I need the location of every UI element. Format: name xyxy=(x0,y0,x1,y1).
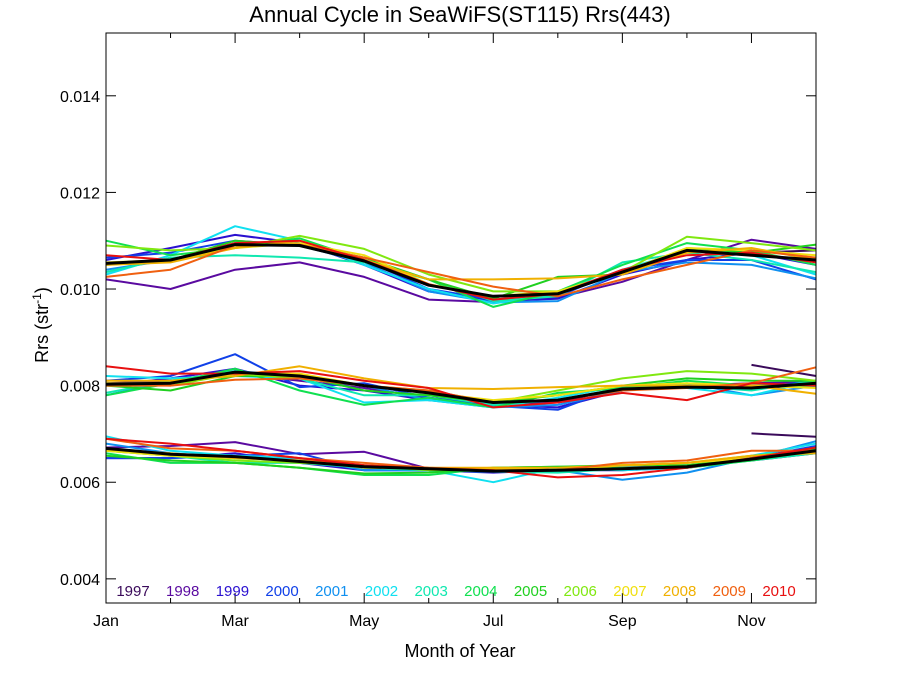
y-axis-label-superscript: -1 xyxy=(30,293,44,304)
legend-item-1997: 1997 xyxy=(116,583,149,600)
legend-item-2002: 2002 xyxy=(365,583,398,600)
y-tick-label: 0.014 xyxy=(60,89,100,106)
x-tick-label: Jul xyxy=(483,613,503,630)
mean-line-mean-2 xyxy=(105,446,817,473)
y-axis-label-main: Rrs (str xyxy=(32,304,52,363)
series-line-1997-2 xyxy=(751,432,817,438)
series-line-2004-1 xyxy=(105,367,816,409)
x-axis-label: Month of Year xyxy=(404,641,515,661)
series-1999 xyxy=(105,233,817,474)
legend-item-1999: 1999 xyxy=(216,583,249,600)
series-1998 xyxy=(105,238,817,472)
series-line-2009-0 xyxy=(105,243,817,298)
legend-item-2003: 2003 xyxy=(414,583,447,600)
legend-item-2004: 2004 xyxy=(464,583,497,600)
chart-title: Annual Cycle in SeaWiFS(ST115) Rrs(443) xyxy=(249,2,670,27)
legend-item-2007: 2007 xyxy=(613,583,646,600)
series-2006 xyxy=(105,234,817,472)
legend: 1997 1998 1999 2000 2001 2002 2003 2004 2005 2006… xyxy=(116,583,795,600)
legend-item-1998: 1998 xyxy=(166,583,199,600)
series-line-1997-1 xyxy=(751,363,817,377)
mean-line-mean-0 xyxy=(105,243,817,298)
x-tick-label: Nov xyxy=(737,613,765,630)
series-line-1998-0 xyxy=(105,238,817,304)
series-line-2008-1 xyxy=(106,365,817,395)
axis-ticks: 0.004 0.006 0.008 0.010 0.012 0.014 Jan Mar May J… xyxy=(60,33,817,630)
series-2009 xyxy=(105,243,817,472)
mean-line-mean-1 xyxy=(105,370,817,404)
x-tick-label: Jan xyxy=(93,613,119,630)
legend-item-2006: 2006 xyxy=(564,583,597,600)
plot-frame xyxy=(105,32,817,604)
y-tick-label: 0.012 xyxy=(60,185,100,202)
x-tick-label: Mar xyxy=(221,613,249,630)
y-tick-label: 0.004 xyxy=(60,572,100,589)
series-1997 xyxy=(751,249,817,438)
x-tick-label: Sep xyxy=(608,613,637,630)
series-2004 xyxy=(105,237,817,476)
legend-item-2000: 2000 xyxy=(265,583,298,600)
legend-item-2005: 2005 xyxy=(514,583,547,600)
y-tick-label: 0.010 xyxy=(60,282,100,299)
legend-item-2001: 2001 xyxy=(315,583,348,600)
y-axis-label: Rrs (str-1) xyxy=(30,287,52,363)
mean-mean xyxy=(105,243,817,473)
legend-item-2008: 2008 xyxy=(663,583,696,600)
series-2000 xyxy=(105,239,817,473)
legend-item-2010: 2010 xyxy=(762,583,795,600)
svg-text:Rrs (str-1): Rrs (str-1) xyxy=(30,287,52,363)
series-line-2000-0 xyxy=(105,239,817,301)
series-layer xyxy=(105,225,817,484)
y-tick-label: 0.006 xyxy=(60,475,100,492)
x-tick-label: May xyxy=(349,613,379,630)
legend-item-2009: 2009 xyxy=(713,583,746,600)
y-tick-label: 0.008 xyxy=(60,379,100,396)
series-2008 xyxy=(105,239,817,469)
y-axis-label-close: ) xyxy=(32,287,52,293)
